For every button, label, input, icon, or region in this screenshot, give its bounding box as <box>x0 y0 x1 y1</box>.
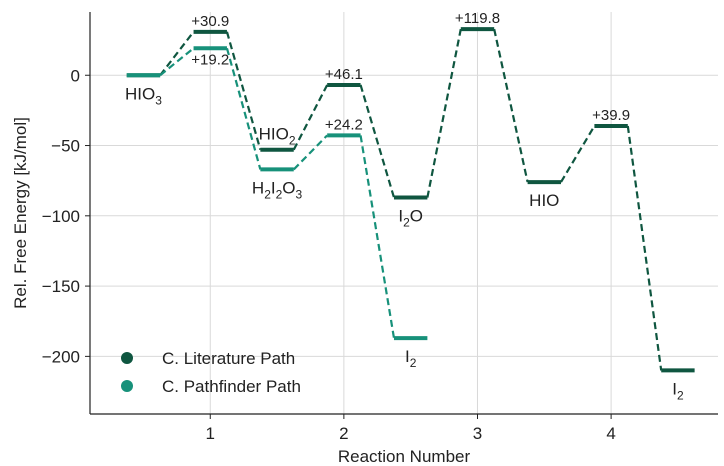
connector-line <box>159 47 195 77</box>
annotations: +30.9+19.2+46.1+24.2+119.8+39.9HIO3HIO2H… <box>125 10 684 402</box>
species-label-part: 3 <box>155 93 162 107</box>
legend-marker <box>121 352 133 364</box>
connector-line <box>626 125 663 371</box>
barrier-label: +39.9 <box>592 107 630 124</box>
species-label-part: 2 <box>677 388 684 402</box>
connector-lines <box>159 28 663 371</box>
connector-line <box>560 125 596 183</box>
barrier-label: +19.2 <box>191 51 229 68</box>
barrier-label: +30.9 <box>191 13 229 30</box>
species-label-part: I <box>672 379 677 398</box>
energy-levels <box>126 27 695 373</box>
species-label-part: 2 <box>289 134 296 148</box>
species-label-part: 2 <box>403 216 410 230</box>
connector-line <box>292 134 328 171</box>
species-label-part: 2 <box>410 356 417 370</box>
axes: 1 2 3 40−50−100−150−200 <box>42 12 718 443</box>
legend: C. Literature Path C. Pathfinder Path <box>121 349 301 396</box>
species-label: I2O <box>398 207 423 230</box>
legend-label: C. Pathfinder Path <box>162 377 301 396</box>
species-label-part: I <box>271 178 276 197</box>
barrier-label: +24.2 <box>325 116 363 133</box>
legend-marker <box>121 380 133 392</box>
connector-line <box>225 47 262 170</box>
connector-line <box>426 28 462 198</box>
legend-label: C. Literature Path <box>162 349 295 368</box>
species-label: I2 <box>405 347 417 370</box>
grid <box>90 12 718 414</box>
x-tick-label: 4 <box>606 424 615 443</box>
species-label-part: HIO <box>125 84 155 103</box>
species-label-part: 3 <box>296 187 303 201</box>
y-tick-label: −200 <box>42 347 80 366</box>
connector-line <box>159 31 195 76</box>
connector-line <box>225 31 262 151</box>
species-label-part: 2 <box>276 187 283 201</box>
barrier-label: +46.1 <box>325 66 363 83</box>
connector-line <box>493 28 529 183</box>
x-tick-label: 2 <box>339 424 348 443</box>
barrier-label: +119.8 <box>455 10 500 27</box>
connector-line <box>292 84 329 151</box>
species-label-part: O <box>410 207 423 226</box>
y-tick-label: −50 <box>51 137 80 156</box>
y-tick-label: −100 <box>42 207 80 226</box>
species-label-part: HIO <box>529 191 559 210</box>
x-tick-label: 3 <box>473 424 482 443</box>
species-label: HIO <box>529 191 559 210</box>
connector-line <box>359 84 396 198</box>
species-label: H2I2O3 <box>252 178 303 201</box>
x-axis-title: Reaction Number <box>338 447 471 466</box>
y-axis-title: Rel. Free Energy [kJ/mol] <box>11 117 30 309</box>
species-label-part: H <box>252 178 264 197</box>
species-label-part: I <box>398 207 403 226</box>
species-label-part: HIO <box>259 125 289 144</box>
species-label-part: O <box>282 178 295 197</box>
y-tick-label: 0 <box>71 66 80 85</box>
species-label-part: 2 <box>264 187 271 201</box>
species-label: HIO3 <box>125 84 162 107</box>
species-label-part: I <box>405 347 410 366</box>
species-label: HIO2 <box>259 125 296 148</box>
connector-line <box>359 135 396 339</box>
species-label: I2 <box>672 379 684 402</box>
x-tick-label: 1 <box>206 424 215 443</box>
y-tick-label: −150 <box>42 277 80 296</box>
